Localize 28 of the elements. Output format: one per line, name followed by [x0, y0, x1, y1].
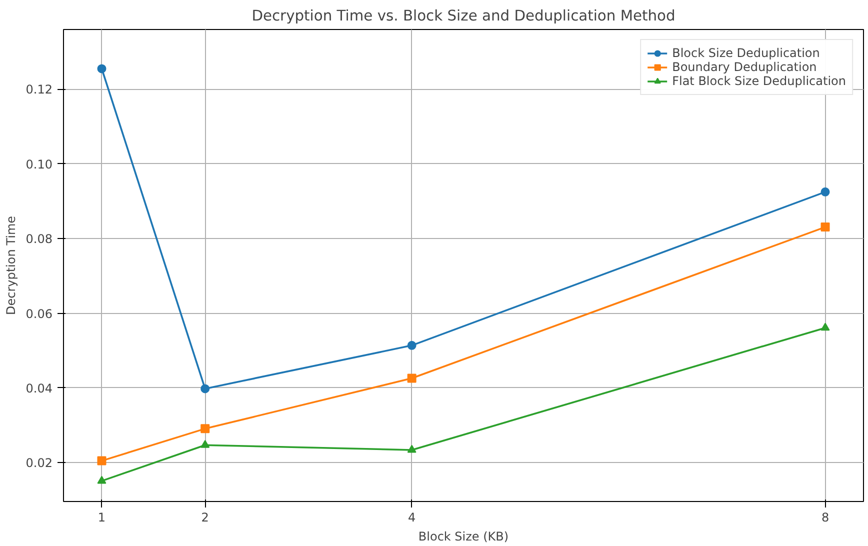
- point: [200, 440, 210, 448]
- y-tick-label: 0.06: [26, 306, 52, 321]
- legend-label: Block Size Deduplication: [672, 46, 820, 60]
- x-tick-label: 8: [821, 510, 830, 524]
- y-tick-label: 0.02: [26, 456, 52, 470]
- point: [820, 187, 830, 196]
- x-tick-label: 1: [98, 510, 106, 524]
- x-tick-label: 4: [408, 510, 416, 524]
- y-tick-label: 0.12: [26, 82, 52, 97]
- y-axis-title: Decryption Time: [4, 216, 18, 316]
- point: [407, 444, 416, 453]
- y-tick-label: 0.08: [26, 232, 52, 246]
- x-tick-label: 2: [201, 510, 209, 524]
- point: [407, 374, 416, 383]
- point: [97, 64, 106, 74]
- point: [407, 340, 416, 350]
- point: [97, 476, 106, 484]
- y-tick-label: 0.04: [26, 381, 52, 396]
- point: [200, 384, 210, 394]
- legend-label: Flat Block Size Deduplication: [672, 74, 846, 88]
- point: [97, 456, 106, 466]
- chart-title: Decryption Time vs. Block Size and Deduplication Method: [252, 8, 676, 24]
- legend-label: Boundary Deduplication: [672, 60, 817, 74]
- y-tick-label: 0.10: [26, 157, 52, 172]
- x-axis-title: Block Size (KB): [418, 530, 509, 544]
- point: [820, 322, 830, 331]
- point: [820, 222, 830, 232]
- point: [200, 424, 210, 434]
